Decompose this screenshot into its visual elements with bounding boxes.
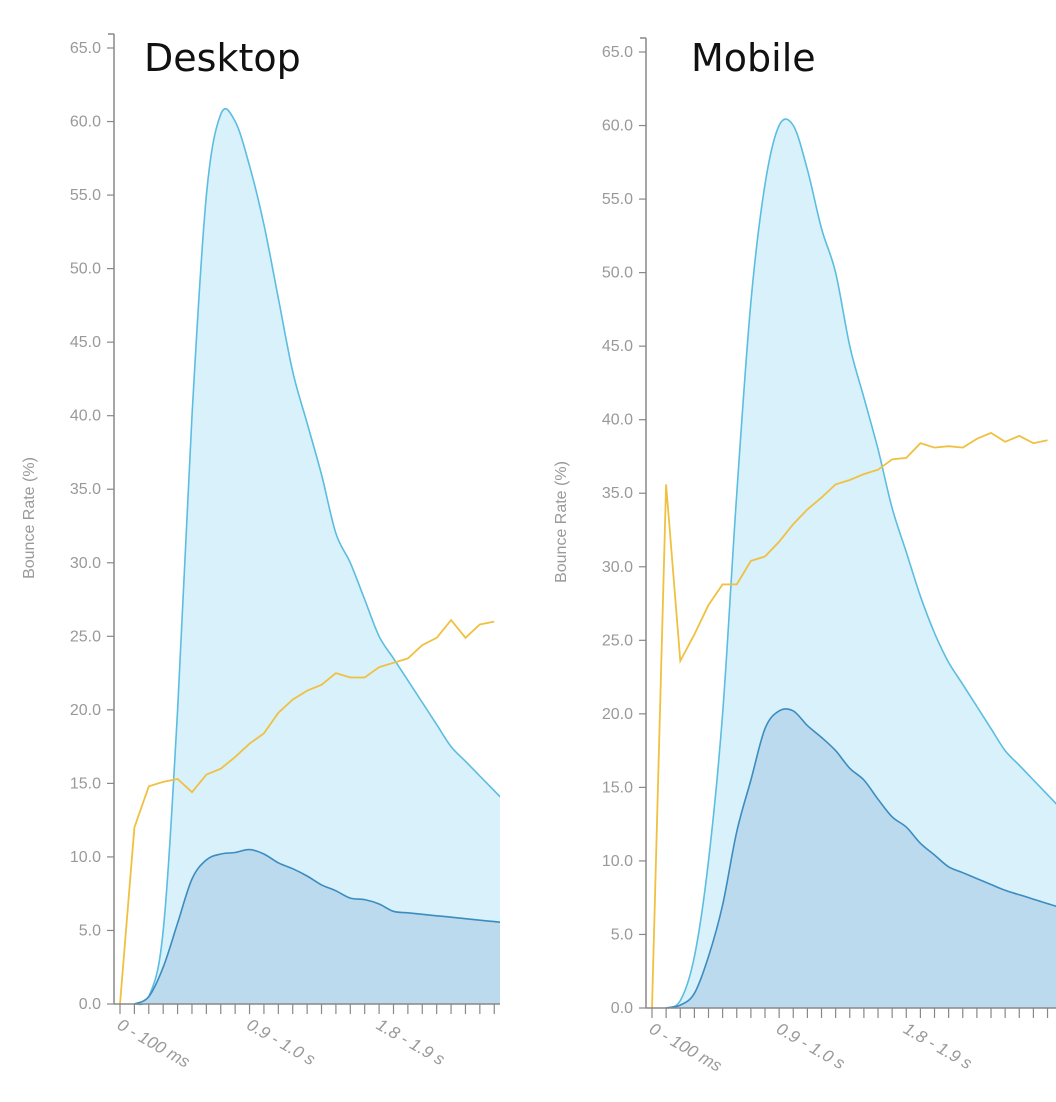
y-tick-label: 15.0 (602, 779, 633, 796)
dark-area-line (134, 848, 500, 1005)
x-tick-label: 1.8 - 1.9 s (900, 1019, 975, 1074)
y-tick-label: 5.0 (79, 922, 101, 939)
dark-area-line (665, 708, 1056, 1009)
bounce-rate-line (119, 618, 495, 1005)
y-axis-label: Bounce Rate (%) (21, 457, 38, 579)
y-tick-label: 20.0 (70, 702, 101, 719)
desktop-chart-svg: Desktop Bounce Rate (%) 0.0 5.0 10.0 15.0 20… (21, 33, 500, 1072)
mobile-chart-svg: Mobile Bounce Rate (%) 0.0 5.0 10.0 15.0 20.… (553, 36, 1056, 1076)
x-tick-label: 0 - 100 ms (114, 1015, 193, 1072)
mobile-chart-panel: Mobile Bounce Rate (%) 0.0 5.0 10.0 15.0 20.… (532, 0, 1056, 1102)
y-tick-label: 20.0 (602, 706, 633, 723)
y-tick-label: 60.0 (70, 114, 101, 131)
y-tick-label: 55.0 (70, 187, 101, 204)
y-tick-label: 10.0 (602, 853, 633, 870)
y-tick-label: 45.0 (602, 338, 633, 355)
light-area-line (665, 118, 1056, 1009)
y-tick-label: 45.0 (70, 334, 101, 351)
y-tick-label: 35.0 (602, 485, 633, 502)
chart-title: Desktop (144, 36, 301, 80)
y-tick-label: 30.0 (602, 559, 633, 576)
chart-title: Mobile (691, 36, 816, 80)
y-tick-label: 55.0 (602, 191, 633, 208)
y-tick-label: 65.0 (70, 40, 101, 57)
y-tick-label: 10.0 (70, 849, 101, 866)
y-tick-label: 40.0 (602, 412, 633, 429)
y-tick-label: 0.0 (79, 996, 101, 1013)
dark-area-fill (134, 849, 500, 1004)
y-tick-label: 0.0 (611, 1000, 633, 1017)
y-tick-label: 35.0 (70, 481, 101, 498)
plot-area (651, 118, 1056, 1009)
y-tick-label: 25.0 (70, 628, 101, 645)
x-tick-label: 1.8 - 1.9 s (373, 1015, 448, 1070)
y-tick-label: 65.0 (602, 44, 633, 61)
x-tick-label: 0 - 100 ms (646, 1019, 725, 1076)
y-tick-label: 60.0 (602, 118, 633, 135)
light-area-fill (134, 108, 500, 1005)
y-tick-label: 15.0 (70, 775, 101, 792)
y-tick-label: 40.0 (70, 408, 101, 425)
x-tick-label: 0.9 - 1.0 s (244, 1015, 319, 1070)
y-tick-label: 25.0 (602, 632, 633, 649)
y-tick-label: 50.0 (70, 261, 101, 278)
light-area-line (134, 108, 500, 1006)
y-tick-label: 30.0 (70, 555, 101, 572)
y-tick-label: 50.0 (602, 265, 633, 282)
dark-area-fill (666, 708, 1056, 1008)
bounce-rate-line (651, 431, 1048, 1009)
desktop-chart-panel: Desktop Bounce Rate (%) 0.0 5.0 10.0 15.0 20… (0, 0, 500, 1102)
x-tick-label: 0.9 - 1.0 s (773, 1019, 848, 1074)
y-axis-label: Bounce Rate (%) (553, 461, 570, 583)
y-tick-label: 5.0 (611, 926, 633, 943)
plot-area (119, 108, 500, 1006)
